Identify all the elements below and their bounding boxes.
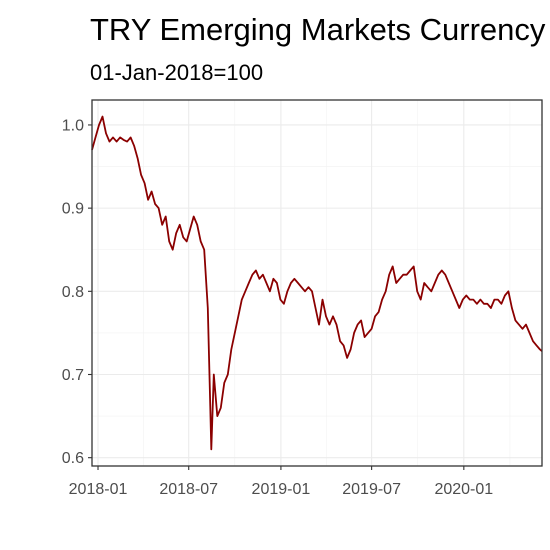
plot-panel-border	[91, 99, 543, 467]
series-line	[91, 115, 543, 451]
y-axis: 0.6 0.7 0.8 0.9 1.0	[62, 117, 92, 467]
minor-gridlines	[92, 100, 542, 466]
y-tick-label: 0.9	[62, 201, 84, 218]
x-tick-label: 2019-07	[342, 481, 401, 498]
chart-title: TRY Emerging Markets Currency Index	[90, 12, 550, 47]
x-tick-label: 2018-07	[159, 481, 218, 498]
x-tick-label: 2019-01	[252, 481, 311, 498]
series-layer	[91, 115, 543, 451]
chart-subtitle: 01-Jan-2018=100	[90, 60, 263, 85]
x-tick-label: 2018-01	[69, 481, 128, 498]
x-axis: 2018-01 2018-07 2019-01 2019-07 2020-01	[69, 466, 493, 498]
y-tick-label: 0.7	[62, 367, 84, 384]
y-tick-label: 0.6	[62, 450, 84, 467]
y-tick-label: 0.8	[62, 284, 84, 301]
y-tick-label: 1.0	[62, 117, 84, 134]
major-gridlines	[92, 100, 542, 466]
x-tick-label: 2020-01	[434, 481, 493, 498]
